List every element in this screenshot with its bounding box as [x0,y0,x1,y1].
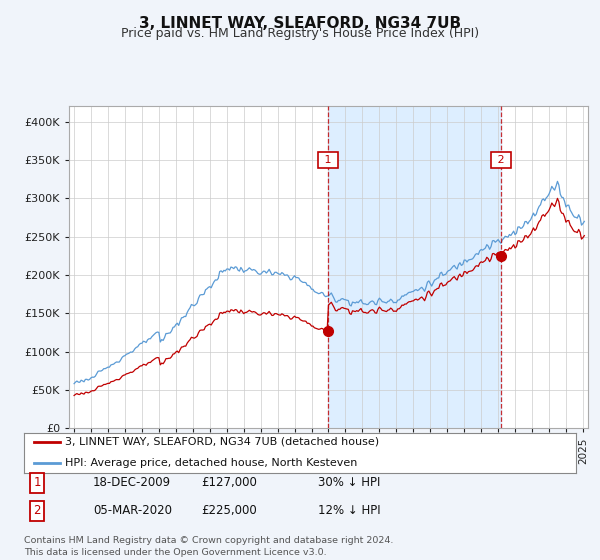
Text: 3, LINNET WAY, SLEAFORD, NG34 7UB (detached house): 3, LINNET WAY, SLEAFORD, NG34 7UB (detac… [65,437,380,447]
Text: 1: 1 [321,155,335,165]
Text: 1: 1 [34,476,41,489]
Text: 05-MAR-2020: 05-MAR-2020 [93,504,172,517]
Text: 2: 2 [494,155,508,165]
Text: Contains HM Land Registry data © Crown copyright and database right 2024.
This d: Contains HM Land Registry data © Crown c… [24,536,394,557]
Text: £127,000: £127,000 [201,476,257,489]
Bar [328,106,501,428]
Text: Price paid vs. HM Land Registry's House Price Index (HPI): Price paid vs. HM Land Registry's House … [121,27,479,40]
Text: 12% ↓ HPI: 12% ↓ HPI [318,504,380,517]
Text: HPI: Average price, detached house, North Kesteven: HPI: Average price, detached house, Nort… [65,458,358,468]
Text: 2: 2 [34,504,41,517]
Text: 3, LINNET WAY, SLEAFORD, NG34 7UB: 3, LINNET WAY, SLEAFORD, NG34 7UB [139,16,461,31]
Text: £225,000: £225,000 [201,504,257,517]
Text: 18-DEC-2009: 18-DEC-2009 [93,476,171,489]
Text: 30% ↓ HPI: 30% ↓ HPI [318,476,380,489]
